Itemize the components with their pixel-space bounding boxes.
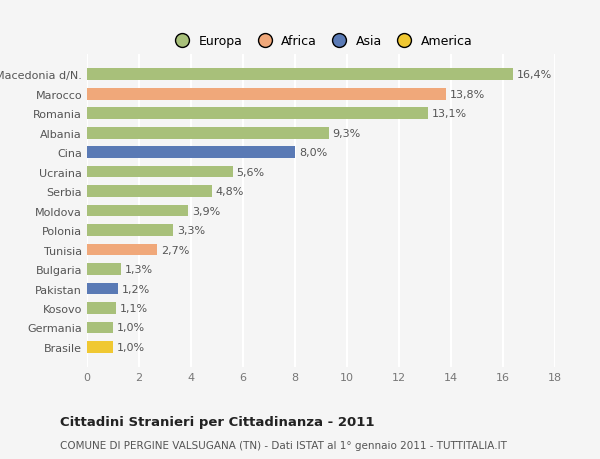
Bar xyxy=(87,244,157,256)
Text: Cittadini Stranieri per Cittadinanza - 2011: Cittadini Stranieri per Cittadinanza - 2… xyxy=(60,415,374,428)
Text: 13,1%: 13,1% xyxy=(431,109,467,119)
Bar xyxy=(87,147,295,159)
Bar xyxy=(87,341,113,353)
Bar xyxy=(87,167,233,178)
Text: 9,3%: 9,3% xyxy=(333,129,361,139)
Text: 2,7%: 2,7% xyxy=(161,245,190,255)
Text: 4,8%: 4,8% xyxy=(216,187,244,197)
Text: 5,6%: 5,6% xyxy=(236,167,265,177)
Bar xyxy=(87,302,116,314)
Bar xyxy=(87,283,118,295)
Text: 8,0%: 8,0% xyxy=(299,148,327,158)
Bar xyxy=(87,108,428,120)
Text: 1,2%: 1,2% xyxy=(122,284,151,294)
Bar xyxy=(87,128,329,139)
Bar xyxy=(87,89,446,101)
Text: 16,4%: 16,4% xyxy=(517,70,553,80)
Bar xyxy=(87,225,173,236)
Bar xyxy=(87,322,113,334)
Bar xyxy=(87,186,212,197)
Text: 1,3%: 1,3% xyxy=(125,264,153,274)
Text: 1,0%: 1,0% xyxy=(117,323,145,333)
Text: COMUNE DI PERGINE VALSUGANA (TN) - Dati ISTAT al 1° gennaio 2011 - TUTTITALIA.IT: COMUNE DI PERGINE VALSUGANA (TN) - Dati … xyxy=(60,440,507,450)
Bar xyxy=(87,263,121,275)
Text: 13,8%: 13,8% xyxy=(450,90,485,100)
Text: 3,3%: 3,3% xyxy=(176,225,205,235)
Legend: Europa, Africa, Asia, America: Europa, Africa, Asia, America xyxy=(164,30,478,53)
Bar xyxy=(87,69,514,81)
Text: 1,1%: 1,1% xyxy=(119,303,148,313)
Text: 3,9%: 3,9% xyxy=(193,206,221,216)
Text: 1,0%: 1,0% xyxy=(117,342,145,352)
Bar xyxy=(87,205,188,217)
